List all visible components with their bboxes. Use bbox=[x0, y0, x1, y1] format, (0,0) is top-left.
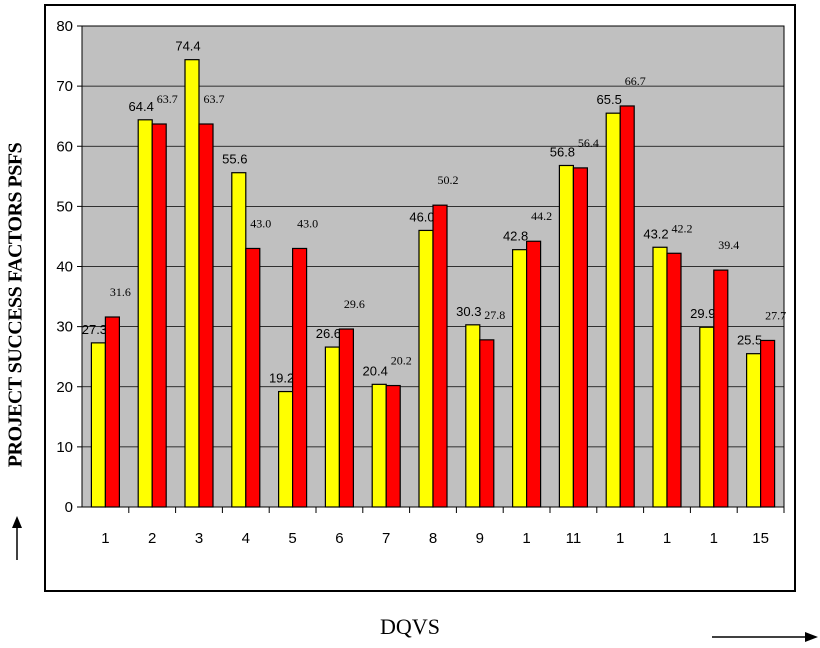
y-axis-label: PROJECT SUCCESS FACTORS PSFS bbox=[4, 142, 27, 468]
data-label: 27.8 bbox=[484, 308, 505, 322]
bar-yellow bbox=[465, 324, 481, 508]
data-label: 27.3 bbox=[82, 322, 107, 337]
x-tick-label: 3 bbox=[195, 530, 203, 547]
bar-red bbox=[245, 247, 261, 508]
data-label: 30.3 bbox=[456, 304, 481, 319]
bar-red bbox=[713, 269, 729, 508]
x-tick-label: 15 bbox=[752, 530, 769, 547]
data-label: 42.8 bbox=[503, 229, 528, 244]
bar-yellow bbox=[558, 164, 575, 508]
bar-yellow bbox=[652, 246, 668, 508]
bar-red bbox=[479, 339, 495, 508]
x-tick-label: 2 bbox=[148, 530, 156, 547]
data-label: 20.2 bbox=[391, 354, 412, 368]
bar-yellow bbox=[699, 326, 715, 508]
data-label: 50.2 bbox=[438, 173, 459, 187]
bar-yellow bbox=[418, 229, 434, 508]
data-label: 19.2 bbox=[269, 371, 294, 386]
data-label: 66.7 bbox=[625, 74, 646, 88]
bar-yellow bbox=[137, 119, 153, 508]
x-tick-label: 11 bbox=[566, 530, 582, 547]
x-tick-label: 1 bbox=[663, 530, 671, 547]
data-label: 29.6 bbox=[344, 297, 365, 311]
data-label: 74.4 bbox=[175, 39, 200, 54]
y-tick-label: 60 bbox=[56, 138, 73, 155]
data-label: 55.6 bbox=[222, 152, 247, 167]
x-tick-label: 5 bbox=[288, 530, 296, 547]
bar-red bbox=[432, 204, 448, 508]
y-tick-label: 10 bbox=[56, 439, 73, 456]
data-label: 20.4 bbox=[363, 363, 388, 378]
x-tick-label: 9 bbox=[476, 530, 484, 547]
x-tick-label: 8 bbox=[429, 530, 437, 547]
y-tick-label: 40 bbox=[56, 259, 73, 276]
data-label: 56.8 bbox=[550, 144, 575, 159]
x-tick-label: 6 bbox=[335, 530, 343, 547]
bar-yellow bbox=[278, 390, 294, 508]
y-tick-label: 70 bbox=[56, 78, 73, 95]
bar-red bbox=[338, 328, 354, 508]
bar-red bbox=[619, 105, 635, 508]
data-label: 56.4 bbox=[578, 136, 599, 150]
y-tick-label: 30 bbox=[56, 319, 73, 336]
data-label: 43.0 bbox=[297, 216, 318, 230]
bar-yellow bbox=[324, 346, 340, 508]
bar-red bbox=[572, 167, 589, 508]
bar-yellow bbox=[511, 249, 528, 508]
data-label: 65.5 bbox=[597, 92, 622, 107]
y-tick-label: 50 bbox=[56, 198, 73, 215]
bar-red bbox=[104, 316, 121, 508]
y-tick-label: 20 bbox=[56, 379, 73, 396]
x-tick-label: 4 bbox=[242, 530, 250, 547]
bar-red bbox=[292, 247, 308, 508]
data-label: 42.2 bbox=[672, 221, 693, 235]
y-tick-label: 80 bbox=[56, 18, 73, 35]
data-label: 25.5 bbox=[737, 333, 762, 348]
data-label: 26.6 bbox=[316, 326, 341, 341]
data-label: 43.0 bbox=[250, 216, 271, 230]
bar-yellow bbox=[90, 342, 107, 508]
x-axis-label: DQVS bbox=[380, 614, 440, 639]
x-tick-label: 7 bbox=[382, 530, 390, 547]
bar-yellow bbox=[371, 383, 387, 508]
bar-yellow bbox=[231, 172, 247, 508]
data-label: 31.6 bbox=[110, 285, 131, 299]
right-arrow-head bbox=[805, 632, 818, 642]
bar-red bbox=[759, 339, 776, 508]
x-tick-label: 1 bbox=[616, 530, 624, 547]
bar-yellow bbox=[605, 112, 621, 508]
bar-red bbox=[198, 123, 214, 508]
data-label: 39.4 bbox=[718, 238, 739, 252]
bar-red bbox=[385, 384, 401, 508]
bar-red bbox=[525, 240, 542, 508]
data-label: 63.7 bbox=[157, 92, 178, 106]
data-label: 44.2 bbox=[531, 209, 552, 223]
data-label: 27.7 bbox=[765, 308, 786, 322]
data-label: 46.0 bbox=[409, 209, 434, 224]
up-arrow-head bbox=[12, 516, 22, 528]
data-label: 63.7 bbox=[204, 92, 225, 106]
data-label: 43.2 bbox=[643, 226, 668, 241]
y-tick-label: 0 bbox=[65, 499, 73, 516]
bar-yellow bbox=[745, 353, 762, 508]
bar-red bbox=[666, 252, 682, 508]
data-label: 29.9 bbox=[690, 306, 715, 321]
x-tick-label: 1 bbox=[522, 530, 530, 547]
bar-red bbox=[151, 123, 167, 508]
bar-yellow bbox=[184, 59, 200, 508]
x-tick-label: 1 bbox=[101, 530, 109, 547]
data-label: 64.4 bbox=[129, 99, 154, 114]
x-tick-label: 1 bbox=[710, 530, 718, 547]
